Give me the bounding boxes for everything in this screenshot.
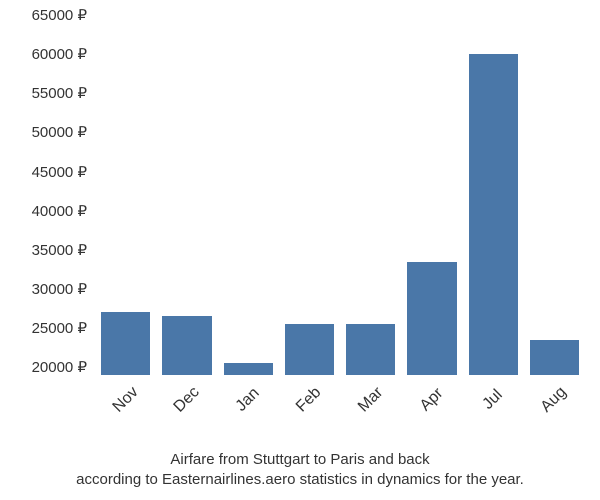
- y-tick: 25000 ₽: [32, 319, 87, 337]
- x-tick-label: Dec: [170, 384, 203, 417]
- x-tick-label: Apr: [417, 385, 447, 415]
- y-tick: 20000 ₽: [32, 358, 87, 376]
- bar-nov: [101, 312, 150, 375]
- bar-dec: [162, 316, 211, 375]
- x-tick-label: Nov: [109, 384, 142, 417]
- y-tick: 35000 ₽: [32, 241, 87, 259]
- bar-mar: [346, 324, 395, 375]
- y-tick: 40000 ₽: [32, 202, 87, 220]
- x-tick: Mar: [346, 377, 395, 427]
- airfare-chart: 65000 ₽ 60000 ₽ 55000 ₽ 50000 ₽ 45000 ₽ …: [15, 15, 585, 435]
- x-tick: Aug: [530, 377, 579, 427]
- x-tick-label: Jan: [233, 385, 264, 416]
- x-tick: Feb: [285, 377, 334, 427]
- bars-container: [95, 15, 585, 375]
- bar-jul: [469, 54, 518, 375]
- plot-area: [95, 15, 585, 375]
- y-tick: 60000 ₽: [32, 45, 87, 63]
- caption-line-1: Airfare from Stuttgart to Paris and back: [170, 451, 429, 468]
- x-tick-label: Mar: [355, 384, 387, 416]
- x-tick: Dec: [162, 377, 211, 427]
- bar-apr: [407, 262, 456, 375]
- y-axis: 65000 ₽ 60000 ₽ 55000 ₽ 50000 ₽ 45000 ₽ …: [15, 15, 95, 375]
- y-tick: 55000 ₽: [32, 84, 87, 102]
- x-tick: Jan: [224, 377, 273, 427]
- y-tick: 50000 ₽: [32, 123, 87, 141]
- bar-aug: [530, 340, 579, 375]
- y-tick: 65000 ₽: [32, 6, 87, 24]
- bar-feb: [285, 324, 334, 375]
- y-tick: 30000 ₽: [32, 280, 87, 298]
- x-tick: Nov: [101, 377, 150, 427]
- chart-caption: Airfare from Stuttgart to Paris and back…: [0, 450, 600, 491]
- caption-line-2: according to Easternairlines.aero statis…: [76, 471, 524, 488]
- bar-jan: [224, 363, 273, 375]
- x-tick: Apr: [407, 377, 456, 427]
- x-axis: Nov Dec Jan Feb Mar Apr Jul Aug: [95, 377, 585, 427]
- x-tick-label: Aug: [538, 384, 571, 417]
- x-tick-label: Jul: [480, 386, 507, 413]
- x-tick-label: Feb: [293, 384, 325, 416]
- y-tick: 45000 ₽: [32, 163, 87, 181]
- x-tick: Jul: [469, 377, 518, 427]
